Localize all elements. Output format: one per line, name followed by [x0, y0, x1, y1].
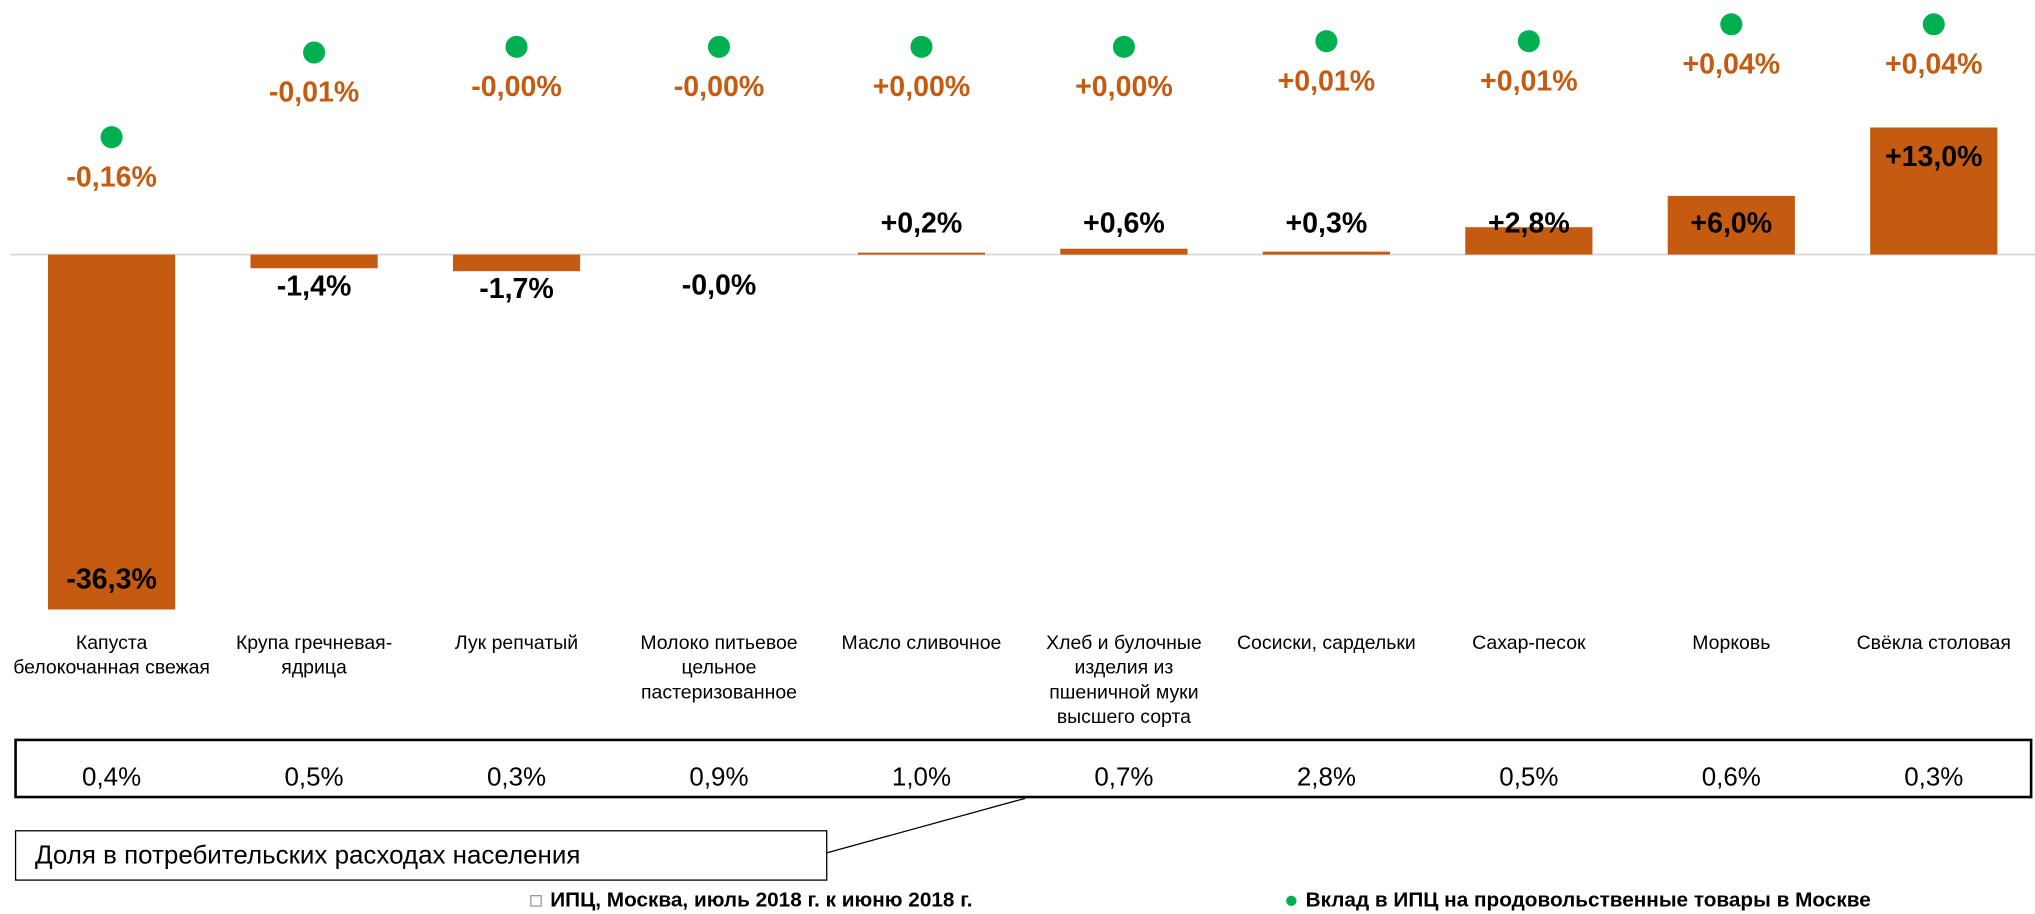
- share-value: 1,0%: [892, 764, 951, 792]
- x-tick-label: Крупа гречневая-ядрица: [235, 632, 393, 679]
- contribution-label: +0,01%: [1278, 65, 1376, 97]
- contribution-label: +0,01%: [1480, 65, 1578, 97]
- x-tick-label-box: Крупа гречневая-ядрица: [235, 632, 393, 679]
- contribution-label: +0,00%: [1075, 71, 1173, 103]
- contribution-label: -0,00%: [674, 71, 764, 103]
- callout-line: [826, 797, 1026, 854]
- bar: [1870, 127, 1998, 255]
- bar-value-label: +0,3%: [1286, 207, 1368, 239]
- contribution-dot: [1922, 13, 1945, 36]
- contribution-dot: [303, 41, 326, 64]
- contribution-label: -0,00%: [471, 71, 561, 103]
- bar-value-label: +13,0%: [1885, 141, 1983, 173]
- x-tick-label-box: Хлеб и булочные изделия из пшеничной мук…: [1046, 632, 1202, 729]
- x-tick-label: Капуста белокочанная свежая: [13, 632, 210, 679]
- x-tick-label: Свёкла столовая: [1856, 632, 2011, 655]
- x-tick-label-box: Масло сливочное: [841, 632, 1002, 655]
- contribution-dot: [1112, 35, 1135, 58]
- share-value: 0,5%: [1499, 764, 1558, 792]
- contribution-label: +0,00%: [873, 71, 971, 103]
- x-tick-label-box: Сосиски, сардельки: [1236, 632, 1416, 655]
- bar-value-label: +6,0%: [1690, 207, 1772, 239]
- contribution-dot: [1517, 30, 1540, 53]
- bar: [1060, 248, 1188, 255]
- legend-label: Вклад в ИПЦ на продовольственные товары …: [1306, 888, 1871, 911]
- x-tick-label: Сахар-песок: [1472, 632, 1586, 655]
- x-tick-label: Сосиски, сардельки: [1236, 632, 1416, 655]
- share-value: 0,4%: [82, 764, 141, 792]
- bar-value-label: -1,7%: [479, 273, 554, 305]
- contribution-dot: [1315, 30, 1338, 53]
- contribution-dot: [505, 35, 528, 58]
- share-value: 0,3%: [487, 764, 546, 792]
- callout-text: Доля в потребительских расходах населени…: [35, 842, 580, 870]
- x-tick-label: Молоко питьевое цельное пастеризованное: [640, 632, 798, 704]
- bar-value-label: +2,8%: [1488, 207, 1570, 239]
- bar: [857, 252, 986, 255]
- bar-value-label: -0,0%: [682, 270, 757, 302]
- x-tick-label: Хлеб и булочные изделия из пшеничной мук…: [1046, 632, 1202, 729]
- share-value: 0,5%: [285, 764, 344, 792]
- x-tick-label: Масло сливочное: [841, 632, 1002, 655]
- share-value: 2,8%: [1297, 764, 1356, 792]
- contribution-label: +0,04%: [1682, 48, 1780, 80]
- share-value: 0,9%: [689, 764, 748, 792]
- contribution-label: -0,01%: [269, 77, 359, 109]
- bar-value-label: -1,4%: [277, 270, 352, 302]
- bar: [1667, 195, 1795, 255]
- legend-label: ИПЦ, Москва, июль 2018 г. к июню 2018 г.: [550, 888, 972, 911]
- share-table-frame: [14, 738, 2033, 799]
- contribution-dot: [707, 35, 731, 58]
- x-tick-label: Морковь: [1692, 632, 1771, 655]
- x-tick-label-box: Лук репчатый: [454, 632, 579, 655]
- x-tick-label-box: Капуста белокочанная свежая: [13, 632, 210, 679]
- bar-value-label: -36,3%: [66, 563, 156, 595]
- bar: [250, 254, 378, 269]
- bar-value-label: +0,2%: [881, 207, 963, 239]
- bar: [48, 254, 176, 610]
- bar: [452, 254, 581, 272]
- share-value: 0,6%: [1702, 764, 1761, 792]
- contribution-dot: [910, 35, 933, 58]
- share-value: 0,7%: [1094, 764, 1153, 792]
- x-tick-label-box: Сахар-песок: [1472, 632, 1586, 655]
- bar: [1262, 251, 1390, 255]
- contribution-label: +0,04%: [1885, 48, 1983, 80]
- x-tick-label-box: Молоко питьевое цельное пастеризованное: [640, 632, 798, 704]
- bar-value-label: +0,6%: [1083, 207, 1165, 239]
- contribution-dot: [1720, 13, 1743, 36]
- contribution-dot: [100, 126, 123, 149]
- x-tick-label: Лук репчатый: [454, 632, 579, 655]
- bar: [1465, 227, 1593, 255]
- legend-marker: [1286, 895, 1297, 907]
- contribution-label: -0,16%: [66, 161, 156, 193]
- x-tick-label-box: Морковь: [1692, 632, 1771, 655]
- share-value: 0,3%: [1904, 764, 1963, 792]
- callout-box: [14, 830, 828, 881]
- x-tick-label-box: Свёкла столовая: [1856, 632, 2011, 655]
- legend-marker: [530, 895, 542, 907]
